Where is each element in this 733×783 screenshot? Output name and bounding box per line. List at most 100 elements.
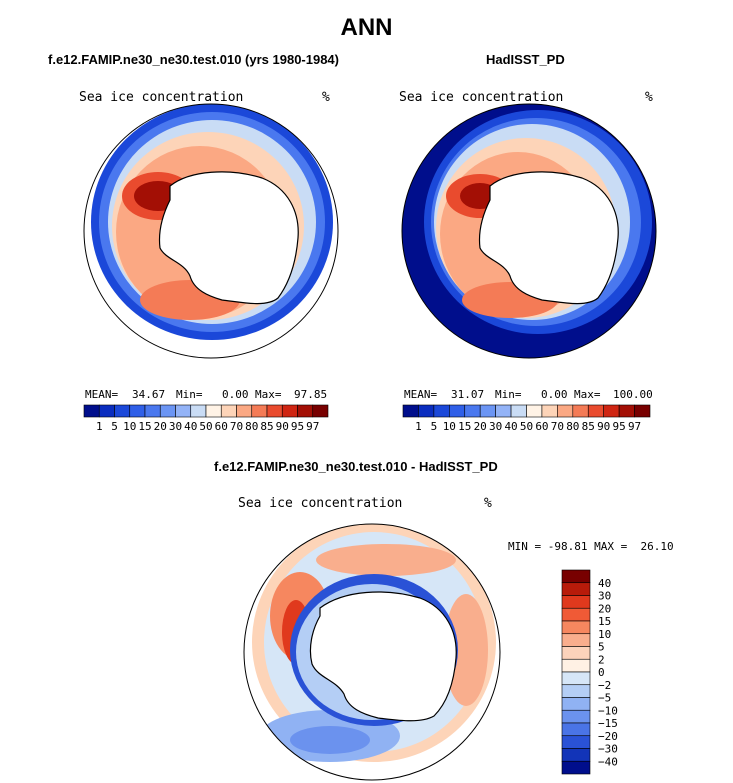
left-colorbar-swatch <box>236 404 253 418</box>
left-colorbar-tick-label: 40 <box>184 420 197 433</box>
diff-colorbar-tick-label: −20 <box>598 730 618 743</box>
diff-colorbar-tick-label: 30 <box>598 590 611 603</box>
diff-field-label: Sea ice concentration <box>238 496 403 511</box>
diff-colorbar-swatch <box>561 595 591 609</box>
right-colorbar-swatch <box>495 404 512 418</box>
diff-colorbar-tick-label: 20 <box>598 602 611 615</box>
figure-title: ANN <box>340 14 393 41</box>
diff-colorbar-swatch <box>561 760 591 775</box>
left-colorbar-swatch <box>190 404 207 418</box>
diff-colorbar-swatch <box>561 620 591 635</box>
right-colorbar-tick-label: 95 <box>613 420 626 433</box>
diff-colorbar-tick-label: 15 <box>598 615 611 628</box>
right-colorbar-swatch <box>418 404 435 418</box>
right-colorbar-swatch <box>557 404 574 418</box>
right-colorbar-swatch <box>479 404 496 418</box>
left-colorbar-tick-label: 60 <box>215 420 228 433</box>
right-min-value: 0.00 <box>541 388 568 401</box>
left-colorbar-swatch <box>297 404 314 418</box>
diff-panel-title: f.e12.FAMIP.ne30_ne30.test.010 - HadISST… <box>214 459 498 474</box>
diff-colorbar-tick-label: 40 <box>598 577 611 590</box>
left-colorbar-swatch <box>175 404 192 418</box>
right-colorbar-swatch <box>464 404 481 418</box>
right-colorbar-tick-label: 5 <box>431 420 438 433</box>
left-colorbar-tick-label: 50 <box>199 420 212 433</box>
left-colorbar-swatch <box>266 404 283 418</box>
left-colorbar-swatch <box>129 404 146 418</box>
left-max-label: Max= <box>255 388 282 401</box>
right-colorbar-swatch <box>618 404 635 418</box>
left-colorbar-tick-label: 30 <box>169 420 182 433</box>
right-colorbar-tick-label: 40 <box>504 420 517 433</box>
left-min-label: Min= <box>176 388 203 401</box>
right-colorbar-swatch <box>634 404 651 418</box>
left-colorbar-swatch <box>220 404 237 418</box>
right-ice-field <box>424 110 652 334</box>
left-colorbar-tick-label: 5 <box>111 420 118 433</box>
right-colorbar-swatch <box>449 404 466 418</box>
right-colorbar-tick-label: 10 <box>443 420 456 433</box>
diff-colorbar-swatch <box>561 569 591 584</box>
left-colorbar-tick-label: 95 <box>291 420 304 433</box>
right-mean-label: MEAN= <box>404 388 438 401</box>
diff-colorbar-swatch <box>561 735 591 749</box>
left-colorbar-swatch <box>205 404 222 418</box>
right-max-label: Max= <box>574 388 601 401</box>
diff-colorbar-swatch <box>561 582 591 596</box>
right-colorbar-tick-label: 1 <box>415 420 422 433</box>
left-antarctica <box>158 171 299 305</box>
diff-colorbar-tick-label: −30 <box>598 743 618 756</box>
right-colorbar-swatch <box>510 404 527 418</box>
left-mean-value: 34.67 <box>132 388 166 401</box>
diff-colorbar-tick-label: −10 <box>598 704 618 717</box>
diff-colorbar-swatch <box>561 607 591 622</box>
left-colorbar-tick-label: 90 <box>276 420 289 433</box>
left-colorbar-tick-label: 1 <box>96 420 103 433</box>
right-colorbar-swatch <box>433 404 450 418</box>
diff-colorbar-swatch <box>561 722 591 737</box>
diff-colorbar-swatch <box>561 748 591 762</box>
right-panel-title: HadISST_PD <box>486 52 565 67</box>
diff-colorbar-tick-label: −2 <box>598 679 611 692</box>
left-colorbar-tick-label: 97 <box>306 420 319 433</box>
right-units-label: % <box>645 90 653 105</box>
left-colorbar-swatch <box>83 404 100 418</box>
left-colorbar-tick-label: 80 <box>245 420 258 433</box>
right-colorbar-tick-label: 50 <box>520 420 533 433</box>
right-colorbar-swatch <box>572 404 589 418</box>
diff-colorbar-swatch <box>561 697 591 711</box>
diff-colorbar-swatch <box>561 709 591 724</box>
right-colorbar-tick-label: 15 <box>458 420 471 433</box>
diff-colorbar-tick-label: 2 <box>598 653 605 666</box>
diff-anomaly-field <box>252 524 496 762</box>
left-colorbar-swatch <box>312 404 329 418</box>
right-colorbar-tick-label: 70 <box>551 420 564 433</box>
left-ice-field <box>91 104 333 340</box>
right-max-value: 100.00 <box>613 388 653 401</box>
right-min-label: Min= <box>495 388 522 401</box>
right-colorbar-tick-label: 90 <box>597 420 610 433</box>
left-colorbar-swatch <box>98 404 115 418</box>
right-colorbar-swatch <box>587 404 604 418</box>
left-max-value: 97.85 <box>294 388 328 401</box>
right-colorbar-swatch <box>402 404 419 418</box>
left-colorbar-tick-label: 70 <box>230 420 243 433</box>
diff-colorbar-swatch <box>561 646 591 660</box>
right-field-label: Sea ice concentration <box>399 90 564 105</box>
diff-units-label: % <box>484 496 492 511</box>
diff-colorbar-tick-label: 5 <box>598 641 605 654</box>
left-colorbar-swatch <box>251 404 268 418</box>
left-panel-title: f.e12.FAMIP.ne30_ne30.test.010 (yrs 1980… <box>48 52 339 67</box>
left-min-value: 0.00 <box>222 388 249 401</box>
diff-minmax-text: MIN = -98.81 MAX = 26.10 <box>508 540 674 553</box>
right-colorbar-tick-label: 97 <box>628 420 641 433</box>
diff-colorbar-swatch <box>561 671 591 686</box>
diff-colorbar-swatch <box>561 684 591 698</box>
right-colorbar-swatch <box>526 404 543 418</box>
left-colorbar-tick-label: 15 <box>138 420 151 433</box>
diff-colorbar-tick-label: 10 <box>598 628 611 641</box>
right-colorbar-tick-label: 85 <box>582 420 595 433</box>
right-colorbar-swatch <box>603 404 620 418</box>
left-colorbar-swatch <box>159 404 176 418</box>
diff-colorbar-tick-label: −5 <box>598 692 611 705</box>
